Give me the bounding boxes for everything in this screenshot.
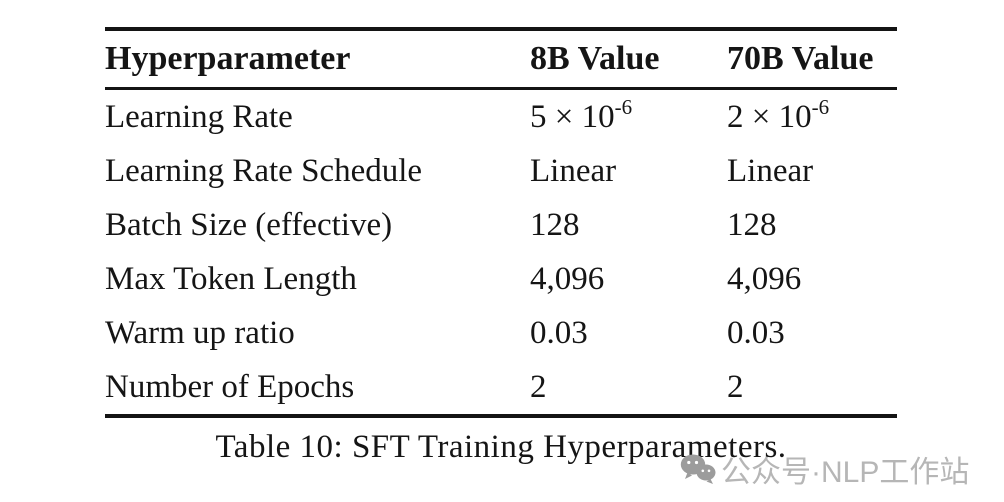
value-base: 128 (530, 206, 580, 243)
value-base: 0.03 (727, 314, 785, 351)
cell-70b-value: 2 × 10-6 (727, 96, 897, 136)
column-header-8b-value: 8B Value (530, 40, 660, 77)
row-label: Max Token Length (105, 260, 357, 297)
cell-8b-value: 5 × 10-6 (530, 96, 727, 136)
value-exponent: -6 (614, 94, 633, 119)
value-base: 5 × 10 (530, 98, 615, 135)
cell-8b-value: 0.03 (530, 315, 727, 352)
wechat-icon (680, 454, 716, 484)
watermark: 公众号·NLP工作站 (680, 447, 969, 491)
watermark-text: 公众号·NLP工作站 (721, 456, 970, 489)
table-row-num-epochs: Number of Epochs 2 2 (105, 360, 897, 414)
value-base: 2 × 10 (727, 98, 812, 135)
table-row-lr-schedule: Learning Rate Schedule Linear Linear (105, 144, 897, 198)
table-row-warmup-ratio: Warm up ratio 0.03 0.03 (105, 306, 897, 360)
value-base: Linear (727, 152, 814, 189)
value-base: 128 (727, 206, 777, 243)
table-row-max-token-length: Max Token Length 4,096 4,096 (105, 252, 897, 306)
hyperparameter-table: Hyperparameter 8B Value 70B Value Learni… (105, 27, 897, 466)
value-base: 4,096 (727, 260, 802, 297)
table-header-rule (105, 87, 897, 90)
value-exponent: -6 (811, 94, 830, 119)
row-label: Warm up ratio (105, 314, 295, 351)
row-label: Learning Rate Schedule (105, 152, 423, 189)
row-label: Number of Epochs (105, 368, 355, 405)
value-base: Linear (530, 152, 617, 189)
column-header-70b-value: 70B Value (727, 40, 874, 77)
row-label: Batch Size (effective) (105, 206, 393, 243)
table-top-rule (105, 27, 897, 31)
table-row-batch-size: Batch Size (effective) 128 128 (105, 198, 897, 252)
cell-8b-value: Linear (530, 153, 727, 190)
cell-8b-value: 4,096 (530, 261, 727, 298)
row-label: Learning Rate (105, 98, 293, 135)
value-base: 0.03 (530, 314, 588, 351)
table-header-row: Hyperparameter 8B Value 70B Value (105, 31, 897, 87)
value-base: 2 (530, 368, 547, 405)
cell-8b-value: 128 (530, 207, 727, 244)
column-header-hyperparameter: Hyperparameter (105, 40, 351, 77)
cell-70b-value: 128 (727, 207, 897, 244)
cell-70b-value: Linear (727, 153, 897, 190)
cell-70b-value: 2 (727, 369, 897, 406)
value-base: 2 (727, 368, 744, 405)
table-bottom-rule (105, 414, 897, 418)
table-row-learning-rate: Learning Rate 5 × 10-6 2 × 10-6 (105, 90, 897, 144)
value-base: 4,096 (530, 260, 605, 297)
cell-70b-value: 0.03 (727, 315, 897, 352)
cell-8b-value: 2 (530, 369, 727, 406)
cell-70b-value: 4,096 (727, 261, 897, 298)
